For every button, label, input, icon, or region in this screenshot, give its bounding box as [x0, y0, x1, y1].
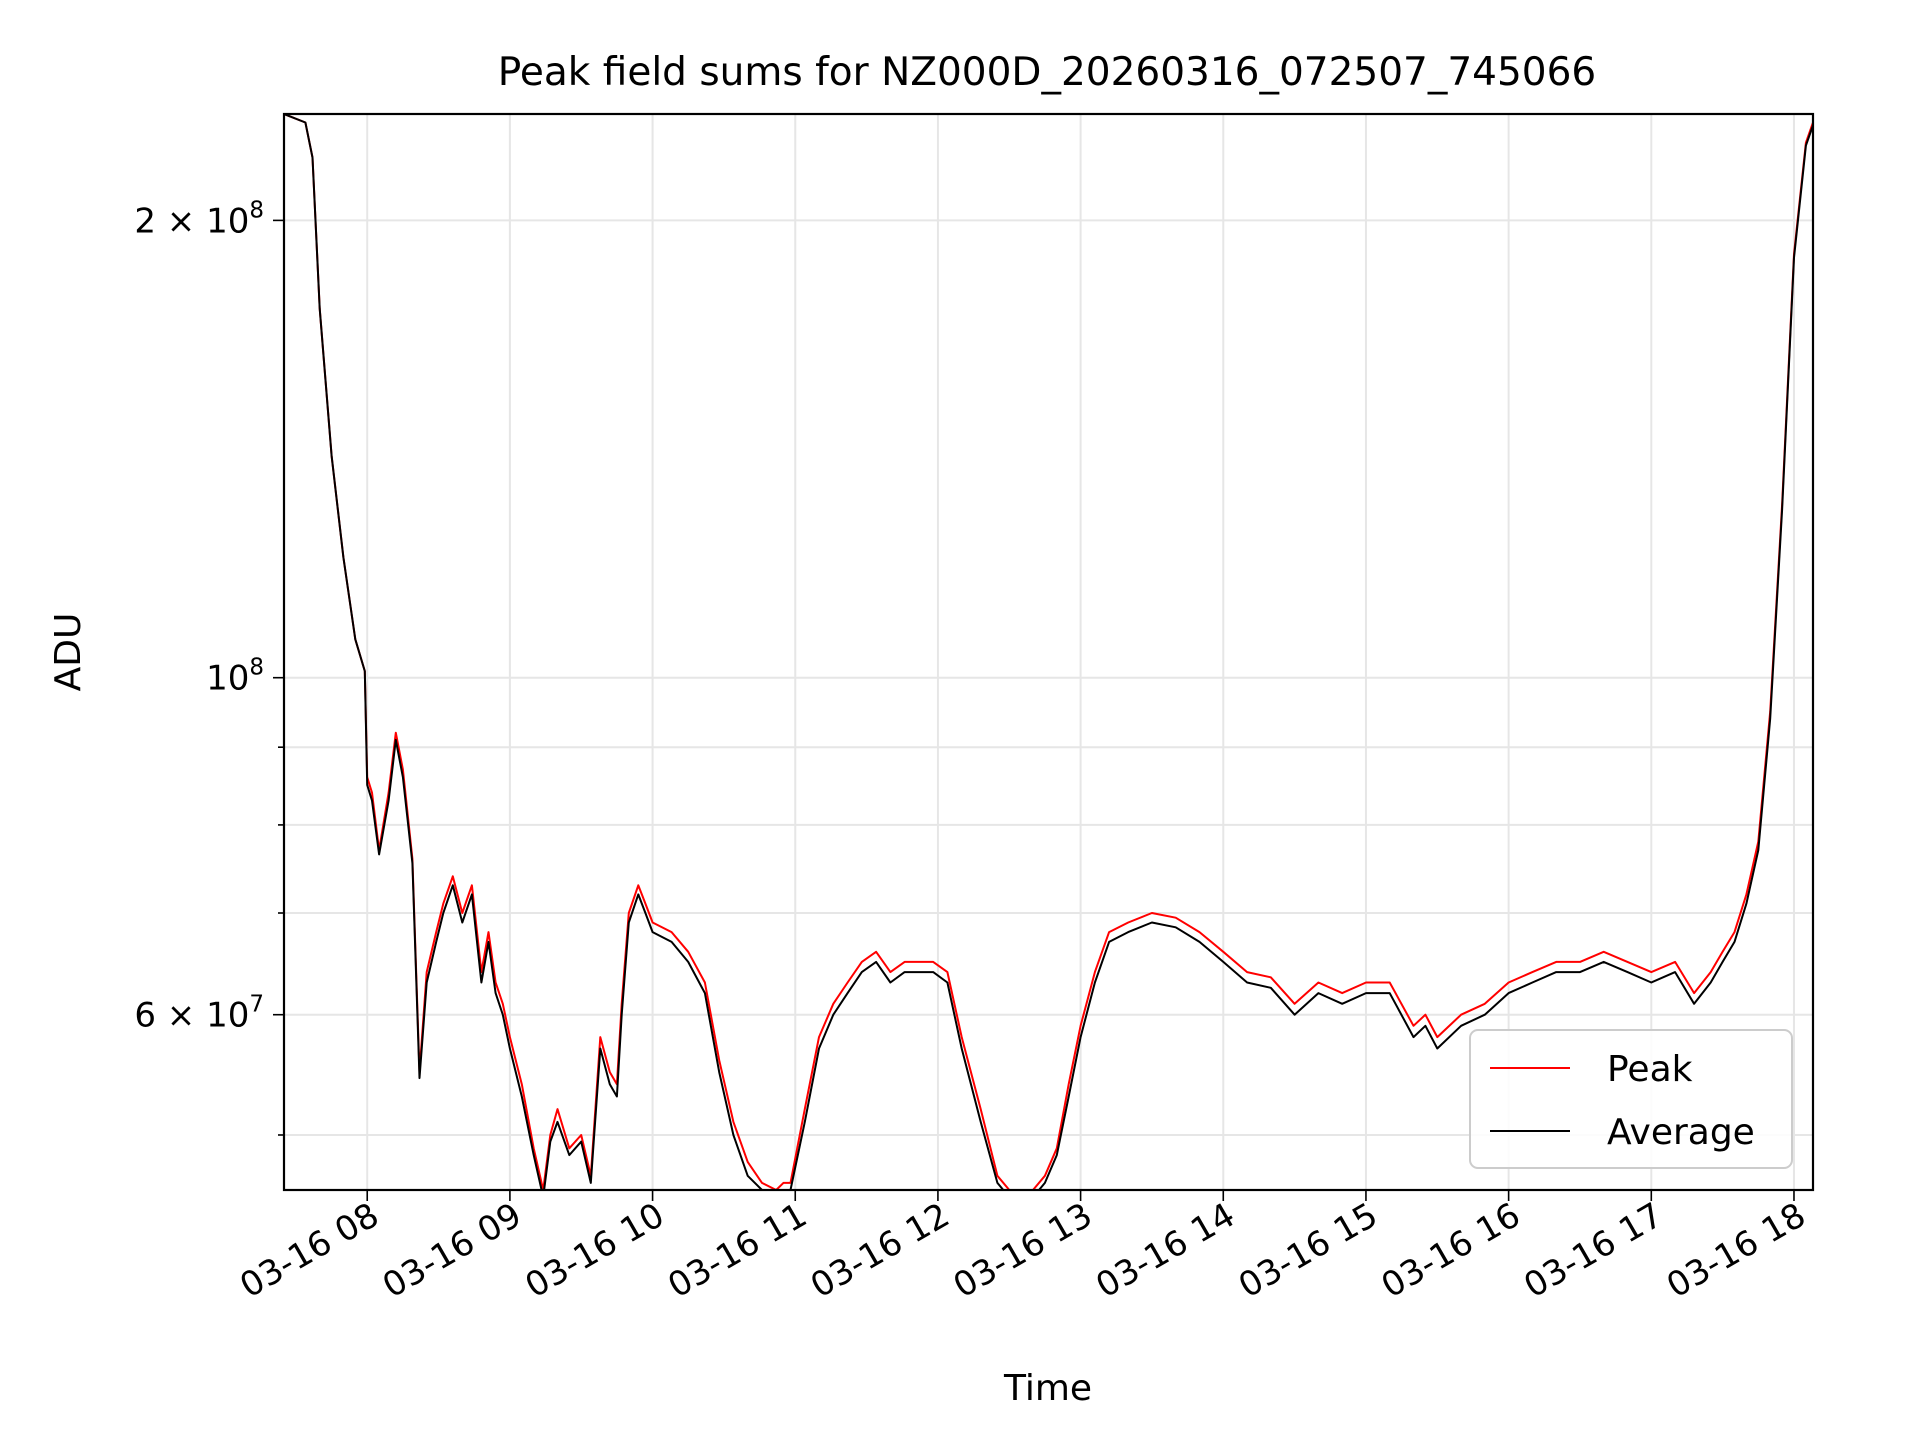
y-tick-label: 6 × 107	[134, 992, 264, 1036]
plot-area-frame	[282, 112, 1815, 1192]
y-axis-label: ADU	[48, 613, 89, 692]
legend-box	[1469, 1029, 1793, 1169]
series-line-average	[284, 114, 1813, 1190]
legend-label-peak: Peak	[1607, 1049, 1693, 1090]
y-axis: 2 × 108 108 6 × 107	[134, 197, 284, 1136]
series-line-peak	[284, 114, 1813, 1190]
chart-title: Peak field sums for NZ000D_20260316_0725…	[498, 50, 1596, 95]
x-axis-label: Time	[1003, 1368, 1092, 1409]
legend-label-average: Average	[1607, 1112, 1755, 1153]
y-tick-label: 108	[206, 655, 264, 699]
series-lines	[284, 114, 1813, 1190]
grid	[284, 114, 1813, 1190]
legend: Peak Average	[1469, 1029, 1793, 1169]
y-tick-label: 2 × 108	[134, 197, 264, 241]
